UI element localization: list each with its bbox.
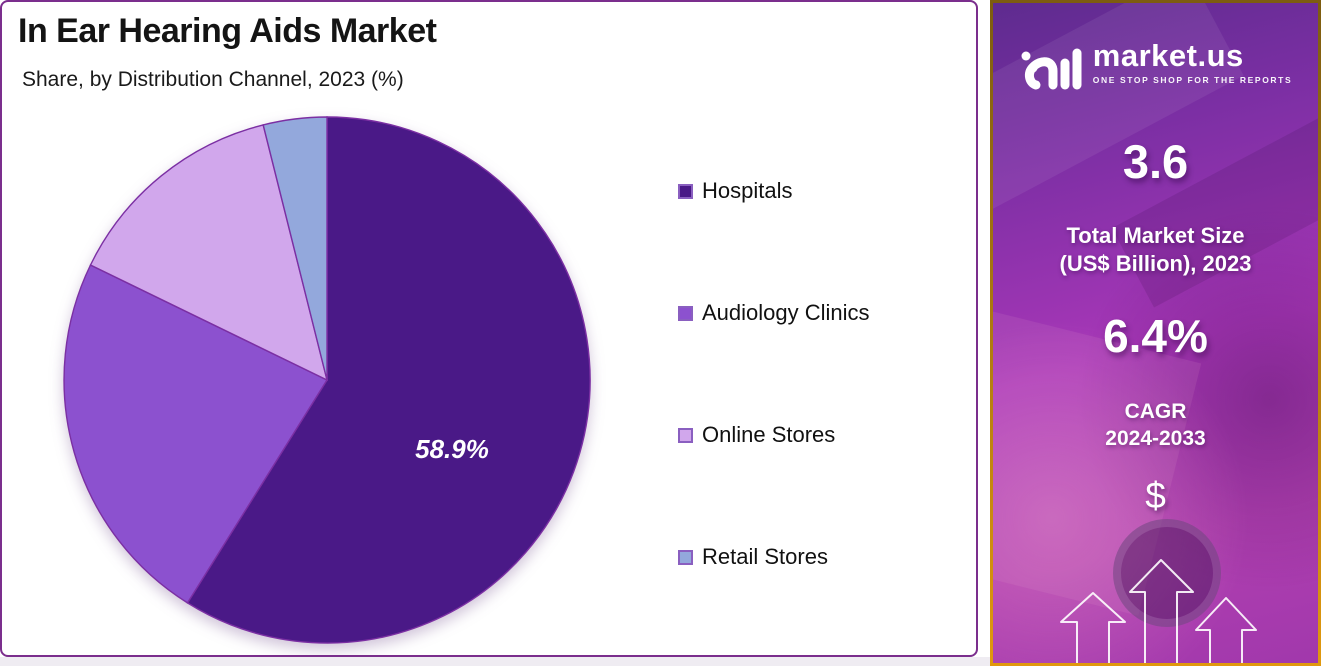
market-size-label-line1: Total Market Size bbox=[1066, 223, 1245, 248]
pie-slice-hospitals bbox=[186, 116, 591, 644]
market-size-value: 3.6 bbox=[1122, 135, 1189, 188]
pie-slice-online-stores bbox=[89, 124, 329, 382]
legend-swatch-audiology-clinics bbox=[678, 305, 693, 321]
brand-name: market.us bbox=[1092, 38, 1244, 73]
legend-swatch-retail-stores bbox=[678, 549, 693, 565]
cagr-value: 6.4% bbox=[1103, 310, 1208, 362]
legend-label-audiology-clinics: Audiology Clinics bbox=[702, 300, 870, 325]
pie-legend: Hospitals Audiology Clinics Online Stores R… bbox=[678, 178, 968, 666]
growth-arrows-icon bbox=[1060, 559, 1257, 663]
chart-subtitle: Share, by Distribution Channel, 2023 (%) bbox=[22, 68, 404, 91]
legend-swatch-online-stores bbox=[678, 427, 693, 443]
bottom-strip-decoration bbox=[0, 657, 990, 666]
pie-slices-group bbox=[63, 116, 591, 644]
chart-card: In Ear Hearing Aids Market Share, by Dis… bbox=[0, 0, 978, 657]
up-arrow-icon bbox=[1060, 592, 1126, 663]
pie-slice-retail-stores bbox=[262, 116, 328, 381]
dollar-sign-icon: $ bbox=[1145, 475, 1166, 516]
legend-item-retail-stores: Retail Stores bbox=[678, 544, 968, 570]
up-arrow-icon bbox=[1129, 559, 1194, 663]
legend-item-hospitals: Hospitals bbox=[678, 178, 968, 204]
cagr-label: CAGR 2024-2033 bbox=[993, 398, 1318, 452]
brand-tagline: ONE STOP SHOP FOR THE REPORTS bbox=[1092, 75, 1293, 85]
cagr-label-line1: CAGR bbox=[1124, 400, 1187, 423]
market-size-label: Total Market Size (US$ Billion), 2023 bbox=[993, 222, 1318, 278]
legend-label-online-stores: Online Stores bbox=[702, 422, 836, 447]
pie-data-label: 58.9% bbox=[415, 434, 489, 464]
pie-chart bbox=[63, 116, 591, 644]
legend-item-online-stores: Online Stores bbox=[678, 422, 968, 448]
cagr-label-line2: 2024-2033 bbox=[1105, 427, 1206, 450]
market-size-label-line2: (US$ Billion), 2023 bbox=[1059, 251, 1252, 276]
brand-text-column: market.us ONE STOP SHOP FOR THE REPORTS bbox=[1092, 38, 1293, 86]
legend-label-hospitals: Hospitals bbox=[702, 178, 793, 203]
up-arrow-icon bbox=[1195, 597, 1257, 663]
legend-item-audiology-clinics: Audiology Clinics bbox=[678, 300, 968, 326]
chart-title: In Ear Hearing Aids Market bbox=[18, 12, 437, 50]
pie-slice-audiology-clinics bbox=[63, 264, 329, 604]
coffee-cup-photo-decoration bbox=[1113, 519, 1221, 627]
legend-swatch-hospitals bbox=[678, 183, 693, 199]
legend-label-retail-stores: Retail Stores bbox=[702, 544, 828, 569]
brand-logo-row: market.us ONE STOP SHOP FOR THE REPORTS bbox=[993, 39, 1318, 97]
brand-side-panel: market.us ONE STOP SHOP FOR THE REPORTS … bbox=[990, 0, 1321, 666]
marketus-logo-icon bbox=[1021, 48, 1082, 90]
